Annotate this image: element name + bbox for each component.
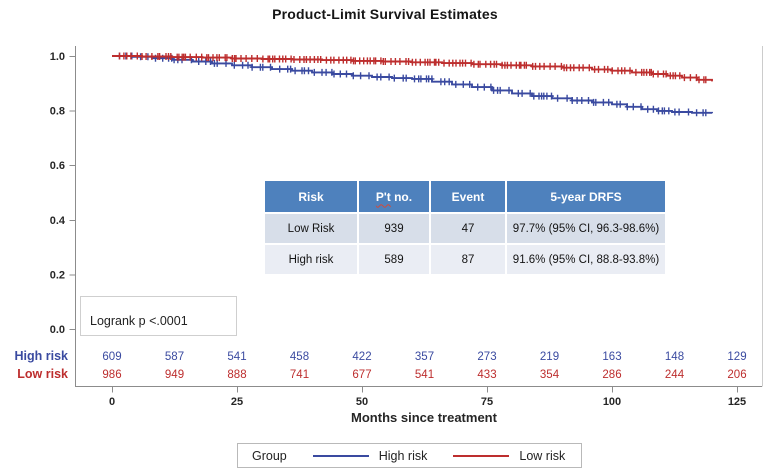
at-risk-count: 433 — [477, 369, 496, 381]
at-risk-count: 587 — [165, 351, 184, 363]
stats-cell-drfs: 91.6% (95% CI, 88.8-93.8%) — [507, 245, 665, 274]
at-risk-count: 286 — [602, 369, 621, 381]
at-risk-row-label: High risk — [15, 349, 69, 363]
stats-cell-risk: High risk — [265, 245, 357, 274]
at-risk-count: 219 — [540, 351, 559, 363]
legend: Group High risk Low risk — [237, 443, 583, 468]
stats-header-pt-suffix: no. — [390, 189, 413, 204]
at-risk-count: 541 — [415, 369, 434, 381]
at-risk-count: 163 — [602, 351, 621, 363]
legend-item-low-risk: Low risk — [453, 449, 565, 463]
stats-row-low-risk: Low Risk 939 47 97.7% (95% CI, 96.3-98.6… — [265, 214, 665, 243]
stats-header-drfs: 5-year DRFS — [507, 181, 665, 212]
censor-marks-low-risk — [117, 52, 709, 84]
low-risk-line-swatch — [453, 454, 510, 457]
y-tick-label: 0.8 — [50, 106, 65, 118]
legend-item-high-risk: High risk — [312, 448, 454, 463]
y-tick-label: 0.0 — [50, 324, 65, 336]
at-risk-count: 273 — [477, 351, 496, 363]
at-risk-count: 888 — [227, 369, 246, 381]
at-risk-count: 458 — [290, 351, 309, 363]
x-tick-label: 125 — [728, 396, 746, 408]
at-risk-count: 949 — [165, 369, 184, 381]
stats-header-event: Event — [431, 181, 505, 212]
logrank-text: Logrank p <.0001 — [90, 314, 188, 328]
at-risk-count: 129 — [727, 351, 746, 363]
stats-cell-risk: Low Risk — [265, 214, 357, 243]
legend-label-high-risk: High risk — [378, 448, 428, 463]
x-tick-label: 0 — [109, 396, 115, 408]
stats-cell-drfs: 97.7% (95% CI, 96.3-98.6%) — [507, 214, 665, 243]
x-tick-label: 25 — [231, 396, 243, 408]
at-risk-count: 677 — [352, 369, 371, 381]
at-risk-count: 741 — [290, 369, 309, 381]
at-risk-count: 354 — [540, 369, 560, 381]
y-tick-label: 0.4 — [50, 215, 66, 227]
stats-header-pt-no: P't no. — [359, 181, 429, 212]
legend-title: Group — [252, 448, 287, 463]
stats-header-row: Risk P't no. Event 5-year DRFS — [265, 181, 665, 212]
stats-cell-pt-no: 939 — [359, 214, 429, 243]
at-risk-count: 609 — [102, 351, 121, 363]
logrank-annotation-box: Logrank p <.0001 — [80, 296, 237, 336]
x-tick-label: 75 — [481, 396, 493, 408]
y-tick-label: 0.2 — [50, 269, 65, 281]
chart-title: Product-Limit Survival Estimates — [272, 6, 498, 22]
at-risk-count: 541 — [227, 351, 246, 363]
high-risk-line-swatch — [312, 454, 369, 457]
at-risk-row-label: Low risk — [17, 367, 68, 381]
stats-header-risk: Risk — [265, 181, 357, 212]
stats-row-high-risk: High risk 589 87 91.6% (95% CI, 88.8-93.… — [265, 245, 665, 274]
x-tick-label: 100 — [603, 396, 621, 408]
stats-cell-event: 87 — [431, 245, 505, 274]
at-risk-count: 148 — [665, 351, 684, 363]
risk-stats-table: Risk P't no. Event 5-year DRFS Low Risk … — [263, 179, 667, 276]
at-risk-count: 244 — [665, 369, 685, 381]
stats-header-pt-prefix: P't — [375, 189, 391, 204]
x-tick-label: 50 — [356, 396, 368, 408]
at-risk-count: 357 — [415, 351, 434, 363]
stats-cell-event: 47 — [431, 214, 505, 243]
legend-label-low-risk: Low risk — [519, 448, 566, 463]
y-tick-label: 0.6 — [50, 160, 65, 172]
x-axis-title: Months since treatment — [351, 410, 498, 425]
at-risk-count: 422 — [352, 351, 371, 363]
at-risk-count: 206 — [727, 369, 746, 381]
y-tick-label: 1.0 — [50, 51, 65, 63]
at-risk-count: 986 — [102, 369, 121, 381]
stats-cell-pt-no: 589 — [359, 245, 429, 274]
